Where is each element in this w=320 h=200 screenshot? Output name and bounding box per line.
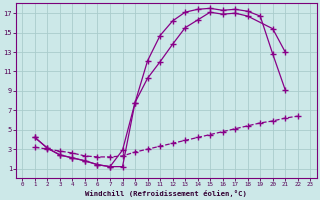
X-axis label: Windchill (Refroidissement éolien,°C): Windchill (Refroidissement éolien,°C) — [85, 190, 247, 197]
